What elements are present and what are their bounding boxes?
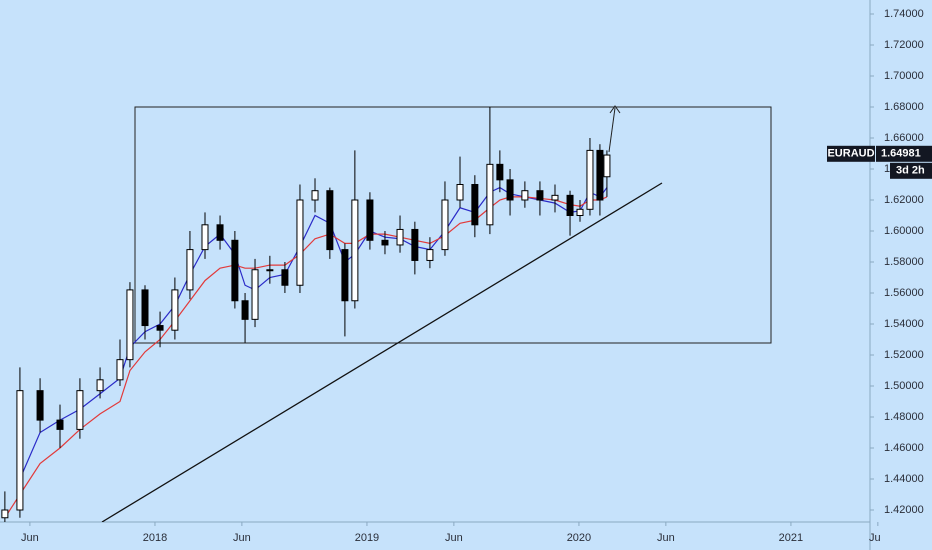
y-tick-label: 1.46000 — [884, 442, 924, 454]
candle-body — [536, 190, 544, 201]
y-tick-label: 1.52000 — [884, 349, 924, 361]
x-tick-label: 2019 — [355, 532, 379, 544]
candle-body — [411, 228, 419, 261]
y-tick-label: 1.48000 — [884, 411, 924, 423]
x-tick-label: Jun — [233, 532, 251, 544]
candle-body — [496, 163, 504, 181]
y-tick-label: 1.72000 — [884, 39, 924, 51]
candle-body — [216, 224, 224, 241]
x-tick-label: 2020 — [567, 532, 591, 544]
arrow — [608, 105, 621, 153]
candle-body — [116, 359, 124, 381]
candle-body — [486, 163, 494, 226]
y-tick-label: 1.70000 — [884, 70, 924, 82]
y-tick-label: 1.62000 — [884, 194, 924, 206]
x-tick-label: 2018 — [143, 532, 167, 544]
x-tick-label: Jun — [869, 532, 887, 544]
y-tick-label: 1.74000 — [884, 8, 924, 20]
candle-body — [126, 289, 134, 361]
y-tick-label: 1.66000 — [884, 132, 924, 144]
y-tick-label: 1.56000 — [884, 287, 924, 299]
candle-body — [471, 183, 479, 226]
last-price-badge — [876, 145, 932, 162]
candle-body — [156, 325, 164, 331]
candle-body — [201, 224, 209, 251]
candle-body — [296, 199, 304, 286]
candle-body — [76, 390, 84, 430]
candle-body — [341, 249, 349, 302]
symbol-label: EURAUD — [827, 148, 874, 160]
y-tick-label: 1.50000 — [884, 380, 924, 392]
x-tick-label: 2021 — [779, 532, 803, 544]
range-rectangle — [134, 106, 772, 344]
candle-body — [566, 194, 574, 216]
candle-body — [141, 289, 149, 327]
symbol-badge — [827, 145, 875, 162]
candle-body — [506, 179, 514, 201]
countdown-badge — [890, 162, 932, 179]
candle-body — [381, 239, 389, 246]
y-tick-label: 1.60000 — [884, 225, 924, 237]
candle-body — [36, 390, 44, 421]
candle-body — [521, 190, 529, 201]
candle-body — [456, 183, 464, 201]
candle-body — [576, 208, 584, 216]
candle-body — [241, 300, 249, 320]
candle-body — [16, 390, 24, 511]
candle-body — [56, 419, 64, 430]
last-price-label: 1.64981 — [881, 148, 921, 160]
candle-body — [441, 199, 449, 251]
candle-body — [326, 190, 334, 251]
y-tick-label: 1.68000 — [884, 101, 924, 113]
y-tick-label: 1.44000 — [884, 473, 924, 485]
candle-body — [186, 249, 194, 291]
y-tick-label: 1.54000 — [884, 318, 924, 330]
candle-body — [551, 194, 559, 201]
plot-area — [1, 105, 772, 522]
candle-body — [311, 190, 319, 201]
candle-body — [1, 509, 9, 519]
x-tick-label: Jun — [657, 532, 675, 544]
candle-body — [351, 199, 359, 302]
candle-body — [266, 269, 274, 272]
candle-body — [171, 289, 179, 331]
y-tick-label: 1.42000 — [884, 504, 924, 516]
y-tick-label: 1.58000 — [884, 256, 924, 268]
candle-body — [366, 199, 374, 241]
candle-body — [596, 149, 604, 201]
candle-body — [426, 249, 434, 261]
candle-body — [586, 149, 594, 210]
x-tick-label: Jun — [445, 532, 463, 544]
candle-body — [231, 239, 239, 302]
countdown-label: 3d 2h — [896, 165, 925, 177]
time-axis: Jun 2018 Jun 2019 Jun 2020 Jun 2021 Jun — [21, 522, 887, 544]
x-tick-label: Jun — [21, 532, 39, 544]
candle-body — [396, 228, 404, 246]
candle-body — [96, 379, 104, 392]
candle-body — [281, 269, 289, 286]
candle-body — [603, 154, 611, 178]
trend-line — [101, 182, 663, 522]
candle-body — [251, 269, 259, 320]
